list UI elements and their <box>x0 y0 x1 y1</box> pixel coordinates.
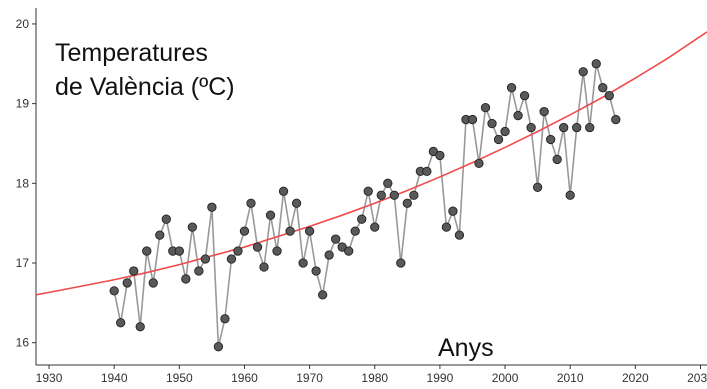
y-ticks: 16 17 18 19 20 <box>16 17 36 350</box>
data-point <box>194 266 204 276</box>
data-point <box>559 122 569 133</box>
data-point <box>604 91 614 101</box>
data-point <box>220 314 230 324</box>
data-point <box>598 83 608 93</box>
data-point <box>233 246 243 256</box>
x-tick-label: 2030 <box>687 371 707 385</box>
chart-title-line-1: Temperatures <box>55 39 208 67</box>
observed-series-line <box>113 63 617 347</box>
data-point <box>174 246 184 256</box>
data-point <box>213 342 224 352</box>
x-tick-label: 1980 <box>361 371 388 385</box>
data-point <box>435 150 445 161</box>
data-point <box>572 122 582 133</box>
data-point <box>181 274 191 284</box>
data-point <box>252 242 263 252</box>
data-point <box>409 190 419 200</box>
data-point <box>350 226 360 236</box>
x-tick-label: 1990 <box>427 371 454 385</box>
data-point <box>493 134 504 145</box>
data-point <box>402 198 412 208</box>
x-tick-label: 2000 <box>492 371 519 385</box>
x-axis-label: Anys <box>438 334 494 362</box>
data-point <box>272 246 282 256</box>
data-point <box>324 250 334 260</box>
data-point <box>526 122 536 133</box>
data-point <box>239 226 250 236</box>
data-point <box>441 222 452 232</box>
data-point <box>331 234 341 244</box>
data-point <box>519 91 530 101</box>
data-point <box>389 190 399 200</box>
x-tick-label: 1970 <box>296 371 323 385</box>
data-point <box>187 222 197 232</box>
data-point <box>487 118 497 129</box>
data-point <box>539 106 549 117</box>
data-point <box>546 134 556 145</box>
data-point <box>363 186 373 196</box>
data-point <box>396 258 406 268</box>
data-point <box>265 210 276 220</box>
data-point <box>532 182 543 192</box>
data-point <box>552 154 562 165</box>
x-tick-label: 2010 <box>557 371 584 385</box>
data-point <box>298 258 308 268</box>
x-tick-label: 1940 <box>101 371 128 385</box>
data-point <box>226 254 237 264</box>
data-point <box>161 214 171 224</box>
data-point <box>383 178 393 188</box>
data-point <box>474 158 484 169</box>
x-tick-label: 1930 <box>36 371 63 385</box>
y-tick-label: 16 <box>16 336 30 350</box>
x-tick-label: 1950 <box>166 371 193 385</box>
data-point <box>376 190 386 200</box>
series-layer <box>35 31 707 352</box>
data-point <box>148 278 158 288</box>
y-tick-label: 18 <box>16 176 30 190</box>
data-point <box>122 278 132 288</box>
data-point <box>448 206 458 216</box>
x-tick-label: 1960 <box>231 371 258 385</box>
data-point <box>135 322 145 332</box>
data-point <box>116 318 126 328</box>
data-point <box>578 67 588 77</box>
data-point <box>129 266 139 276</box>
y-tick-label: 17 <box>16 256 30 270</box>
data-point <box>480 102 491 113</box>
data-point <box>259 262 269 272</box>
data-point <box>344 246 354 256</box>
data-point <box>207 202 217 212</box>
data-point <box>585 122 595 133</box>
data-point <box>357 214 367 224</box>
data-point <box>142 246 152 256</box>
data-point <box>454 230 465 240</box>
data-point <box>109 286 119 296</box>
data-point <box>513 110 523 121</box>
data-point <box>285 226 295 236</box>
data-point <box>565 190 575 200</box>
data-point <box>278 186 289 196</box>
data-point <box>422 166 432 177</box>
axes <box>35 8 707 366</box>
data-point <box>200 254 211 264</box>
data-point <box>317 290 328 300</box>
x-ticks: 1930 1940 1950 1960 1970 1980 1990 2000 2010 2020… <box>36 365 707 385</box>
data-point <box>467 114 478 125</box>
data-point <box>500 126 510 137</box>
x-tick-label: 2020 <box>622 371 649 385</box>
data-point <box>246 198 256 208</box>
data-point <box>155 230 165 240</box>
data-point <box>611 114 621 125</box>
data-point <box>591 59 601 69</box>
y-tick-label: 20 <box>16 17 30 31</box>
data-point <box>291 198 302 208</box>
chart-title-line-2: de València (ºC) <box>55 73 235 101</box>
data-point <box>304 226 315 236</box>
data-point <box>370 222 380 232</box>
trend-curve <box>35 31 707 296</box>
y-tick-label: 19 <box>16 97 30 111</box>
data-point <box>506 83 517 93</box>
data-point <box>311 266 321 276</box>
